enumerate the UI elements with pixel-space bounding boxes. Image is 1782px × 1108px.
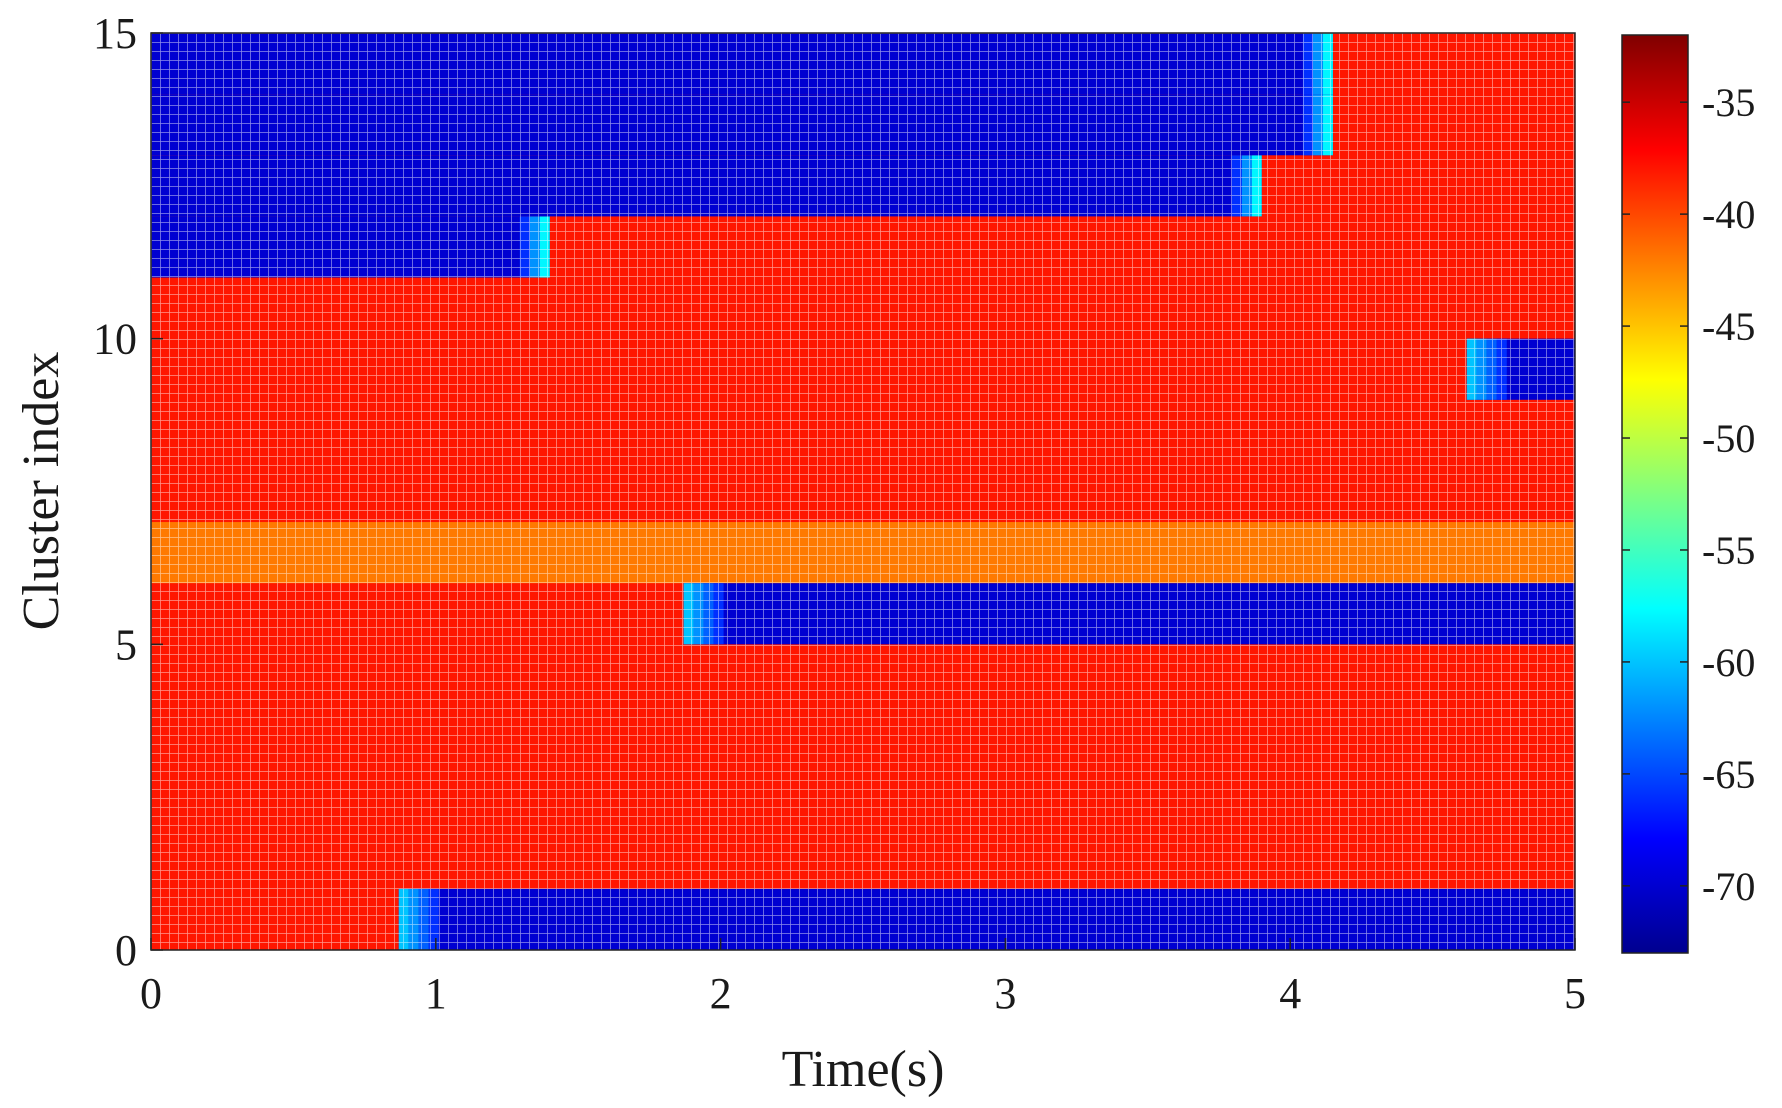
colorbar-tick-label: -70 bbox=[1702, 864, 1755, 909]
colorbar: -35 -40 -45 -50 -55 -60 -65 -70 bbox=[1621, 34, 1755, 954]
colorbar-tick-label: -40 bbox=[1702, 192, 1755, 237]
colorbar-tick-label: -45 bbox=[1702, 304, 1755, 349]
plot-area bbox=[151, 33, 1575, 950]
colorbar-fill bbox=[1622, 35, 1688, 953]
x-tick-label: 3 bbox=[994, 969, 1016, 1018]
x-tick-label: 0 bbox=[140, 969, 162, 1018]
colorbar-tick-label: -50 bbox=[1702, 416, 1755, 461]
y-tick-label: 5 bbox=[115, 620, 137, 669]
x-axis: 0 1 2 3 4 5 bbox=[140, 938, 1586, 1018]
colorbar-tick-label: -55 bbox=[1702, 528, 1755, 573]
x-tick-label: 4 bbox=[1279, 969, 1301, 1018]
x-tick-label: 5 bbox=[1564, 969, 1586, 1018]
y-tick-label: 0 bbox=[115, 926, 137, 975]
y-tick-label: 15 bbox=[93, 9, 137, 58]
colorbar-tick-label: -65 bbox=[1702, 752, 1755, 797]
y-tick-label: 10 bbox=[93, 315, 137, 364]
plot-frame bbox=[150, 32, 1576, 951]
x-tick-label: 1 bbox=[425, 969, 447, 1018]
x-tick-label: 2 bbox=[710, 969, 732, 1018]
colorbar-tick-label: -35 bbox=[1702, 80, 1755, 125]
x-axis-label: Time(s) bbox=[782, 1041, 945, 1098]
y-axis: 0 5 10 15 bbox=[93, 9, 163, 975]
mesh-overlay bbox=[151, 33, 1575, 950]
colorbar-ticks: -35 -40 -45 -50 -55 -60 -65 -70 bbox=[1622, 80, 1755, 909]
y-axis-label: Cluster index bbox=[13, 352, 70, 631]
colorbar-tick-label: -60 bbox=[1702, 640, 1755, 685]
colorbar-frame bbox=[1621, 34, 1689, 954]
